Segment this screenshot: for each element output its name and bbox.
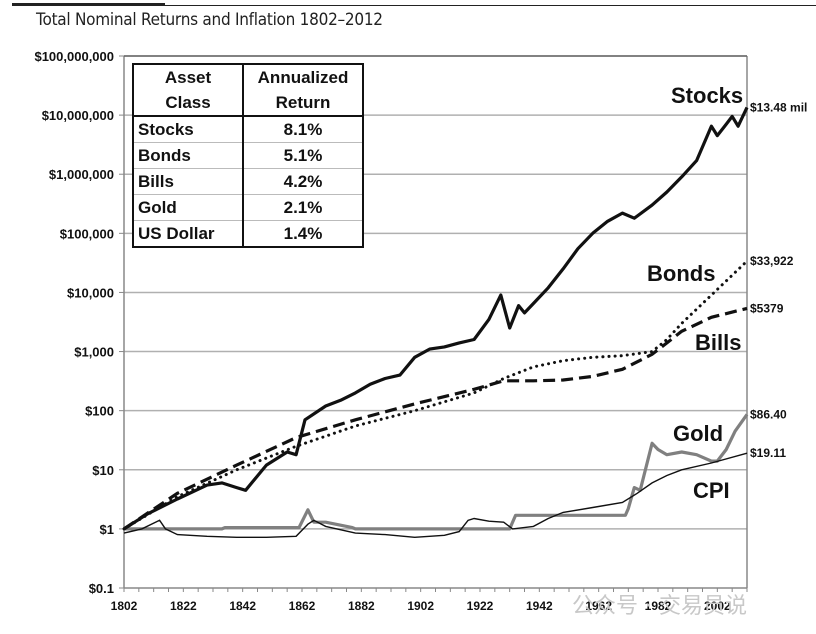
table-row: Bills 4.2% [132,168,363,195]
end-label-bonds: $33,922 [750,254,794,268]
table-row: Gold 2.1% [132,194,363,221]
y-tick-label: $10,000 [67,285,114,300]
table-row: US Dollar 1.4% [132,220,363,248]
asset-name: Stocks [132,116,243,143]
x-tick-label: 1922 [467,599,494,613]
table-row: Stocks 8.1% [132,116,363,143]
end-label-cpi: $19.11 [750,446,786,460]
y-tick-label: $10 [92,463,114,478]
y-tick-label: $0.1 [89,581,114,596]
table-header-row: Asset Class Annualized Return [132,63,364,117]
x-tick-label: 1862 [289,599,316,613]
y-tick-label: $100 [85,404,114,419]
asset-return: 1.4% [242,220,363,248]
series-line-bonds [122,259,749,531]
header-rule-thick [12,3,165,6]
header-rule [12,5,816,6]
header-text: Annualized [257,68,349,87]
series-labels: Stocks Bonds Bills Gold CPI [647,83,743,503]
asset-name: Bills [132,168,243,195]
series-label-gold: Gold [673,421,723,446]
end-labels: $13.48 mil $33,922 $5379 $86.40 $19.11 [750,100,807,460]
returns-table: Asset Class Annualized Return Stocks 8.1% B… [132,63,364,248]
header-text: Asset [164,68,212,87]
x-tick-label: 1982 [645,599,672,613]
y-tick-label: $10,000,000 [42,108,114,123]
x-tick-label: 2002 [704,599,731,613]
end-label-gold: $86.40 [750,407,787,421]
x-tick-label: 1802 [111,599,138,613]
y-tick-label: $1,000,000 [49,167,114,182]
axes [119,55,748,592]
x-tick-label: 1942 [526,599,553,613]
x-tick-label: 1962 [585,599,612,613]
header-annualized-return: Annualized Return [242,63,364,117]
y-tick-label: $1,000 [74,345,114,360]
end-label-bills: $5379 [750,301,784,315]
asset-return: 5.1% [242,142,363,169]
x-tick-label: 1842 [229,599,256,613]
series-line-gold [124,413,749,531]
header-asset-class: Asset Class [132,63,244,117]
x-tick-label: 1902 [407,599,434,613]
asset-name: US Dollar [132,220,243,248]
table-row: Bonds 5.1% [132,142,363,169]
asset-return: 2.1% [242,194,363,221]
series-label-stocks: Stocks [671,83,743,108]
series-lines [122,106,749,539]
y-tick-label: $1 [100,522,114,537]
series-label-bills: Bills [695,330,741,355]
y-tick-label: $100,000 [60,226,114,241]
asset-return: 4.2% [242,168,363,195]
asset-name: Bonds [132,142,243,169]
y-tick-labels: $0.1 $1 $10 $100 $1,000 $10,000 $100,000 $1,000… [34,49,114,596]
header-text: Return [275,93,331,112]
chart-title: Total Nominal Returns and Inflation 1802… [36,10,383,30]
asset-name: Gold [132,194,243,221]
series-label-bonds: Bonds [647,261,715,286]
series-label-cpi: CPI [693,478,730,503]
x-tick-labels: 1802 1822 1842 1862 1882 1902 1922 1942 1962 1982… [111,599,731,613]
watermark: 公众号 · 交易员说 [572,594,747,619]
header-text: Class [165,93,211,112]
series-line-stocks [123,106,749,531]
x-tick-label: 1882 [348,599,375,613]
asset-return: 8.1% [242,116,363,143]
series-line-bills [123,306,748,531]
y-tick-label: $100,000,000 [34,49,114,64]
end-label-stocks: $13.48 mil [750,100,807,114]
series-line-cpi [123,452,748,539]
x-tick-label: 1822 [170,599,197,613]
